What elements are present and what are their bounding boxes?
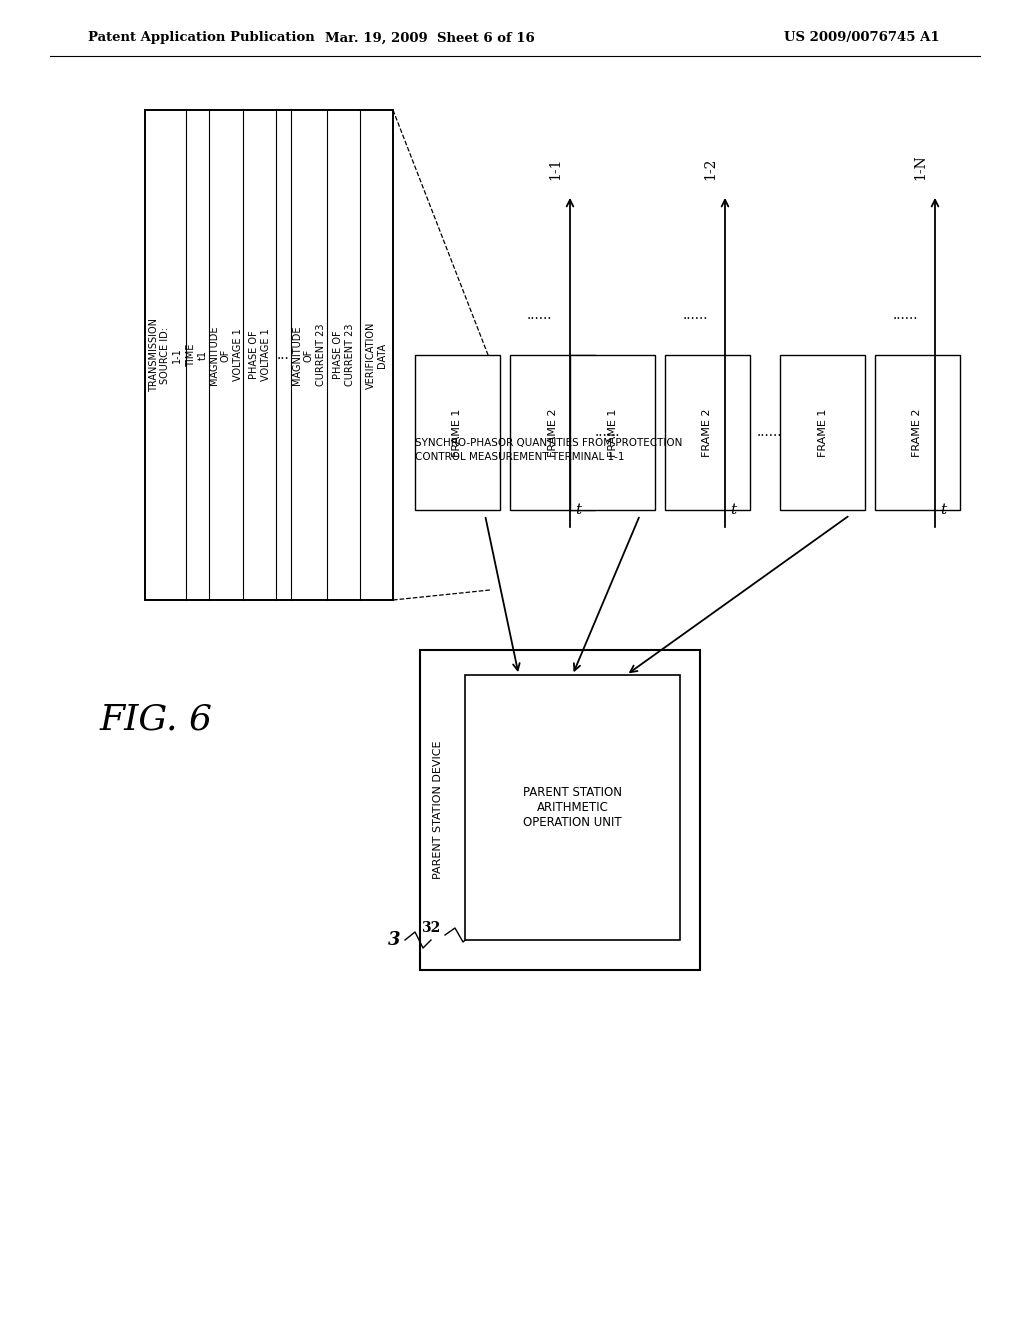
Bar (665, 355, 750, 510)
Text: ......: ...... (758, 425, 782, 440)
Text: 1-1: 1-1 (548, 157, 562, 180)
Text: 3: 3 (387, 931, 400, 949)
Bar (415, 355, 500, 510)
Text: Patent Application Publication: Patent Application Publication (88, 32, 314, 45)
Text: VERIFICATION
DATA: VERIFICATION DATA (366, 321, 387, 388)
Bar (465, 675, 680, 940)
Text: FRAME 1: FRAME 1 (817, 408, 827, 457)
Text: ......: ...... (527, 308, 553, 322)
Bar (780, 355, 865, 510)
Text: TIME
t1: TIME t1 (186, 343, 208, 367)
Text: PARENT STATION
ARITHMETIC
OPERATION UNIT: PARENT STATION ARITHMETIC OPERATION UNIT (523, 785, 622, 829)
Text: PARENT STATION DEVICE: PARENT STATION DEVICE (433, 741, 443, 879)
Text: US 2009/0076745 A1: US 2009/0076745 A1 (784, 32, 940, 45)
Text: Mar. 19, 2009  Sheet 6 of 16: Mar. 19, 2009 Sheet 6 of 16 (326, 32, 535, 45)
Bar (510, 355, 595, 510)
Text: 1-2: 1-2 (703, 157, 717, 180)
Text: ...: ... (276, 348, 290, 362)
Text: 1-N: 1-N (913, 154, 927, 180)
Text: ......: ...... (892, 308, 918, 322)
Text: ......: ...... (682, 308, 708, 322)
Text: SYNCHRO-PHASOR QUANTITIES FROM PROTECTION
CONTROL MEASUREMENT TERMINAL 1-1: SYNCHRO-PHASOR QUANTITIES FROM PROTECTIO… (415, 438, 682, 462)
Bar (874, 355, 961, 510)
Text: 32: 32 (421, 921, 440, 935)
Text: FIG. 6: FIG. 6 (100, 704, 213, 737)
Text: MAGNITUDE
OF
CURRENT 23: MAGNITUDE OF CURRENT 23 (293, 323, 326, 387)
Text: t: t (940, 503, 946, 517)
Text: t: t (575, 503, 582, 517)
Text: MAGNITUDE
OF
VOLTAGE 1: MAGNITUDE OF VOLTAGE 1 (209, 325, 243, 384)
Text: FRAME 2: FRAME 2 (702, 408, 713, 457)
Text: PHASE OF
CURRENT 23: PHASE OF CURRENT 23 (333, 323, 354, 387)
Text: ......: ...... (595, 425, 621, 440)
Bar (420, 649, 700, 970)
Bar (145, 110, 393, 601)
Text: PHASE OF
VOLTAGE 1: PHASE OF VOLTAGE 1 (249, 329, 270, 381)
Text: TRANSMISSION
SOURCE ID:
1-1: TRANSMISSION SOURCE ID: 1-1 (148, 318, 182, 392)
Text: FRAME 1: FRAME 1 (453, 408, 463, 457)
Text: FRAME 1: FRAME 1 (607, 408, 617, 457)
Text: t: t (730, 503, 736, 517)
Text: FRAME 2: FRAME 2 (548, 408, 557, 457)
Bar (570, 355, 655, 510)
Text: FRAME 2: FRAME 2 (912, 408, 923, 457)
